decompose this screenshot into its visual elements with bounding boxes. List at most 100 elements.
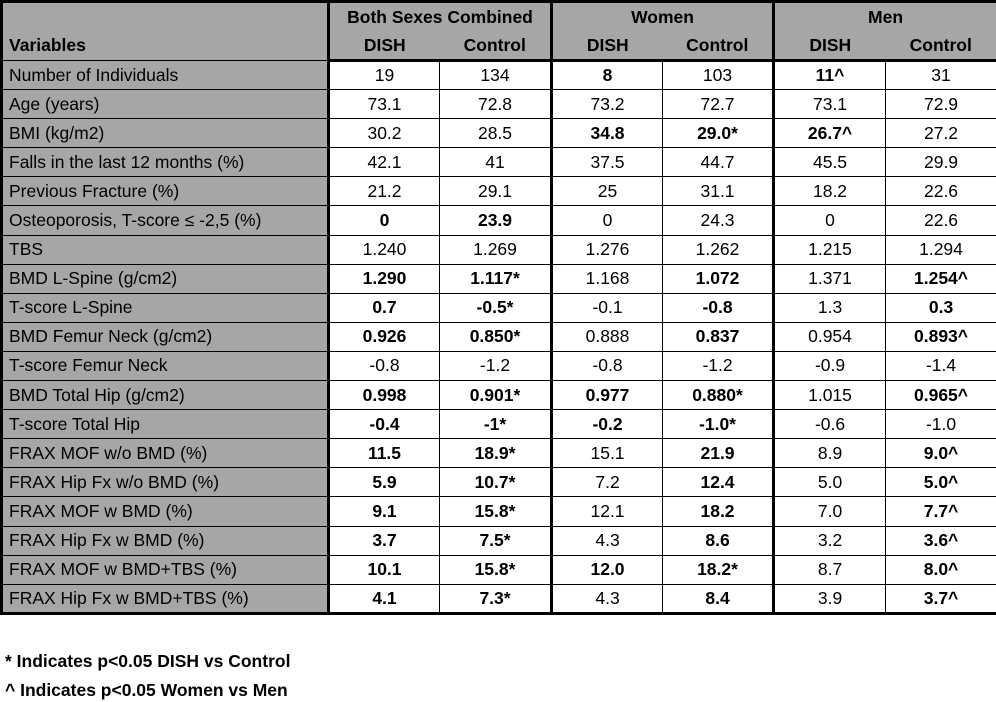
- value-cell: 18.2: [662, 496, 775, 527]
- value-cell: 1.015: [772, 380, 887, 411]
- table-row: T-score Femur Neck -0.8 -1.2 -0.8 -1.2 -0.9 -1…: [1, 350, 996, 382]
- row-label: Falls in the last 12 months (%): [1, 147, 329, 178]
- value-cell: 22.6: [885, 176, 996, 207]
- value-cell: 0.837: [662, 321, 775, 352]
- value-cell: 11^: [772, 59, 887, 91]
- value-cell: 0: [550, 205, 664, 236]
- value-cell: 1.276: [550, 234, 664, 265]
- value-cell: 1.269: [438, 234, 553, 265]
- footnotes: * Indicates p<0.05 DISH vs Control ^ Ind…: [5, 647, 996, 702]
- value-cell: 21.2: [327, 176, 440, 207]
- subheader-row: DISH Control DISH Control DISH Control: [2, 31, 996, 62]
- value-cell: 72.8: [438, 89, 553, 120]
- group-header-row: Variables Both Sexes Combined Women Men: [1, 1, 996, 61]
- value-cell: 29.0*: [662, 118, 775, 149]
- table-row: Previous Fracture (%) 21.2 29.1 25 31.1 18.2 2…: [1, 176, 996, 207]
- row-label: Number of Individuals: [1, 59, 329, 91]
- value-cell: 1.240: [327, 234, 440, 265]
- subheader-men-dish: DISH: [772, 31, 886, 62]
- row-label: T-score Femur Neck: [1, 350, 329, 382]
- value-cell: 1.117*: [438, 263, 553, 294]
- value-cell: 3.7: [327, 525, 440, 556]
- value-cell: 41: [438, 147, 553, 178]
- value-cell: 15.8*: [438, 554, 553, 585]
- value-cell: 45.5: [772, 147, 887, 178]
- row-label: FRAX Hip Fx w BMD+TBS (%): [1, 583, 329, 615]
- table-row: BMI (kg/m2) 30.2 28.5 34.8 29.0* 26.7^ 27.2: [1, 118, 996, 149]
- value-cell: 15.1: [550, 438, 664, 469]
- value-cell: 73.2: [550, 89, 664, 120]
- value-cell: -1.4: [885, 350, 996, 382]
- table-row: Falls in the last 12 months (%) 42.1 41 37.…: [1, 147, 996, 178]
- value-cell: 3.2: [772, 525, 887, 556]
- value-cell: 7.5*: [438, 525, 553, 556]
- value-cell: 0.977: [550, 380, 664, 411]
- value-cell: 37.5: [550, 147, 664, 178]
- value-cell: 4.1: [327, 583, 440, 615]
- value-cell: 72.7: [662, 89, 775, 120]
- table-row: Age (years) 73.1 72.8 73.2 72.7 73.1 72.9: [1, 89, 996, 120]
- value-cell: 3.7^: [885, 583, 996, 615]
- value-cell: 5.9: [327, 467, 440, 498]
- value-cell: 15.8*: [438, 496, 553, 527]
- table-row: FRAX MOF w BMD+TBS (%) 10.1 15.8* 12.0 18.2*…: [1, 554, 996, 585]
- value-cell: 21.9: [662, 438, 775, 469]
- value-cell: 5.0^: [885, 467, 996, 498]
- value-cell: 8.9: [772, 438, 887, 469]
- row-label: BMI (kg/m2): [1, 118, 329, 149]
- value-cell: 10.7*: [438, 467, 553, 498]
- value-cell: 0.954: [772, 321, 887, 352]
- row-label: BMD Total Hip (g/cm2): [1, 380, 329, 411]
- value-cell: 1.262: [662, 234, 775, 265]
- value-cell: 73.1: [772, 89, 887, 120]
- value-cell: 30.2: [327, 118, 440, 149]
- value-cell: 1.168: [550, 263, 664, 294]
- value-cell: 0: [327, 205, 440, 236]
- value-cell: -1.2: [438, 350, 553, 382]
- value-cell: 1.3: [772, 292, 887, 323]
- group-header-men: Men: [772, 1, 996, 31]
- value-cell: 12.1: [550, 496, 664, 527]
- value-cell: 1.215: [772, 234, 887, 265]
- row-label: Osteoporosis, T-score ≤ -2,5 (%): [1, 205, 329, 236]
- value-cell: -1.0: [885, 409, 996, 440]
- value-cell: 0.888: [550, 321, 664, 352]
- table-row: TBS 1.240 1.269 1.276 1.262 1.215 1.294: [1, 234, 996, 265]
- value-cell: 29.9: [885, 147, 996, 178]
- value-cell: -0.6: [772, 409, 887, 440]
- group-header-both-sexes-combined: Both Sexes Combined: [326, 1, 552, 31]
- value-cell: 10.1: [327, 554, 440, 585]
- value-cell: 0.880*: [662, 380, 775, 411]
- value-cell: 29.1: [438, 176, 553, 207]
- value-cell: 7.0: [772, 496, 887, 527]
- row-label: FRAX MOF w BMD (%): [1, 496, 329, 527]
- value-cell: 42.1: [327, 147, 440, 178]
- value-cell: 11.5: [327, 438, 440, 469]
- value-cell: 18.2: [772, 176, 887, 207]
- row-label: FRAX Hip Fx w/o BMD (%): [1, 467, 329, 498]
- row-label: FRAX MOF w BMD+TBS (%): [1, 554, 329, 585]
- value-cell: -1.0*: [662, 409, 775, 440]
- table-row: T-score Total Hip -0.4 -1* -0.2 -1.0* -0.6 -1.…: [1, 409, 996, 440]
- value-cell: 0.850*: [438, 321, 553, 352]
- value-cell: 31.1: [662, 176, 775, 207]
- value-cell: 0: [772, 205, 887, 236]
- table-row: BMD L-Spine (g/cm2) 1.290 1.117* 1.168 1.072…: [1, 263, 996, 294]
- value-cell: 44.7: [662, 147, 775, 178]
- row-label: BMD Femur Neck (g/cm2): [1, 321, 329, 352]
- value-cell: -0.4: [327, 409, 440, 440]
- value-cell: 28.5: [438, 118, 553, 149]
- value-cell: 1.072: [662, 263, 775, 294]
- value-cell: -0.5*: [438, 292, 553, 323]
- group-header-women: Women: [550, 1, 774, 31]
- value-cell: 1.290: [327, 263, 440, 294]
- value-cell: 22.6: [885, 205, 996, 236]
- row-label: FRAX Hip Fx w BMD (%): [1, 525, 329, 556]
- value-cell: 31: [885, 59, 996, 91]
- dish-comparison-table: Variables Both Sexes Combined Women Men …: [0, 0, 996, 615]
- table-row: FRAX MOF w/o BMD (%) 11.5 18.9* 15.1 21.9 8.9…: [1, 438, 996, 469]
- value-cell: 0.7: [327, 292, 440, 323]
- footnote-caret: ^ Indicates p<0.05 Women vs Men: [5, 680, 288, 700]
- value-cell: 103: [662, 59, 775, 91]
